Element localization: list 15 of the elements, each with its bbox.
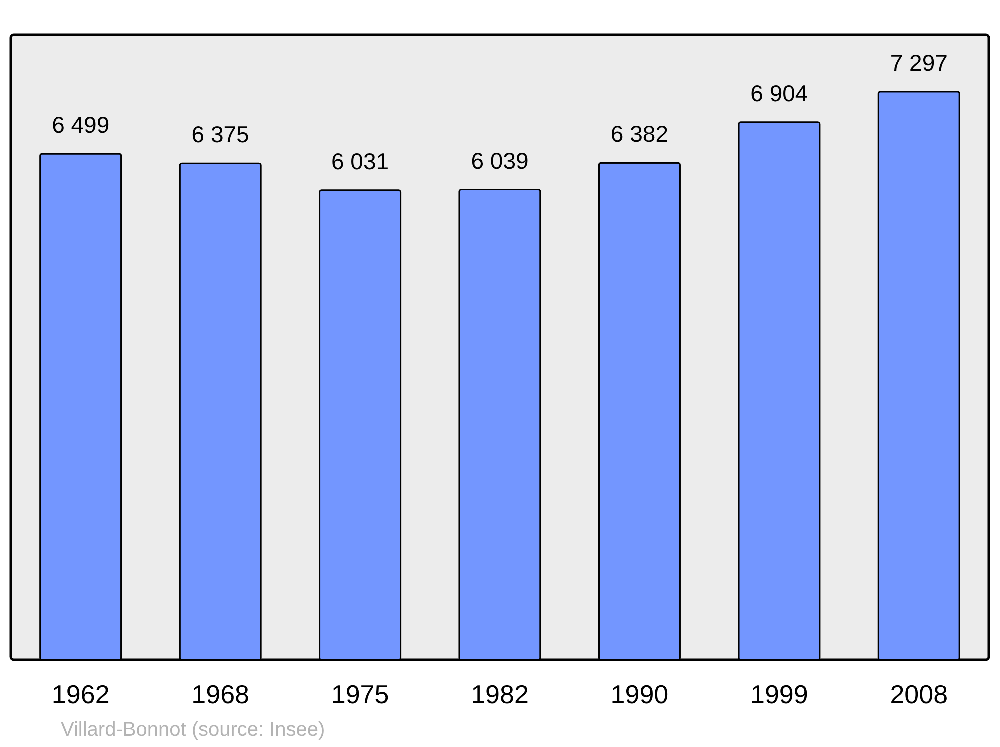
data-label: 6 375 [192,122,250,148]
data-label: 6 031 [332,148,390,174]
text: Villard-Bonnot (source: Insee) [61,719,326,741]
data-label: 6 904 [750,80,808,106]
x-tick-label: 2008 [890,680,948,710]
x-tick-label: 1968 [192,680,250,710]
x-tick-label: 1999 [750,680,808,710]
data-label: 7 297 [890,50,948,76]
x-tick-label: 1982 [471,680,529,710]
x-tick-label: 1962 [52,680,110,710]
x-tick-label: 1975 [331,680,390,710]
x-tick-label: 1990 [610,680,669,710]
data-label: 6 499 [52,112,110,138]
data-label: 6 039 [471,148,529,174]
data-label: 6 382 [610,121,668,148]
